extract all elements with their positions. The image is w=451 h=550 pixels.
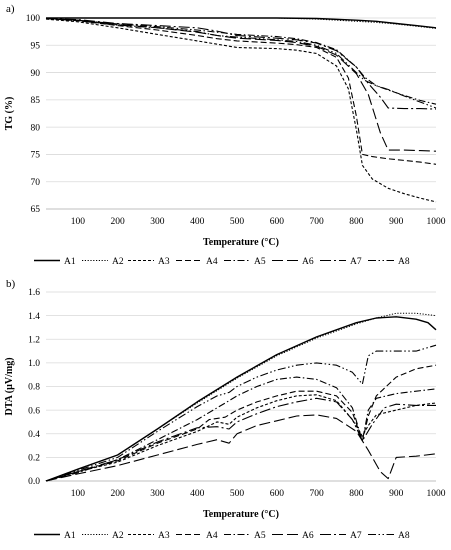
y-tick-label: 0.2 <box>28 454 40 464</box>
x-tick-label: 200 <box>111 489 126 499</box>
y-tick-label: 65 <box>31 205 41 215</box>
chart-panel-2: b) 0.0 0.2 0.4 0.6 0.8 1.0 1.2 1.4 1.6 100 200 300 40… <box>4 278 446 541</box>
series-line-a6 <box>45 414 437 482</box>
x-tick-label: 900 <box>389 489 404 499</box>
x-tick-label: 100 <box>71 217 86 227</box>
y-tick-label: 90 <box>31 69 41 79</box>
x-tick-label: 800 <box>349 217 364 227</box>
series-line-a3 <box>45 18 437 203</box>
y-tick-label: 1.6 <box>28 288 40 298</box>
x-tick-label: 300 <box>150 217 165 227</box>
x-tick-label: 200 <box>111 217 126 227</box>
x-tick-label: 700 <box>309 489 324 499</box>
x-tick-label: 700 <box>309 217 324 227</box>
legend-label: A5 <box>254 257 266 267</box>
series-line-a1 <box>45 316 437 482</box>
y-tick-label: 0.6 <box>28 406 40 416</box>
legend-label: A8 <box>398 531 410 541</box>
legend-label: A8 <box>398 257 410 267</box>
x-tick-label: 800 <box>349 489 364 499</box>
chart-panel-1: a) 65 70 75 80 85 90 95 100 100 200 300 400 500 600 700… <box>4 3 446 267</box>
series-line-a2 <box>46 17 437 29</box>
legend-label: A5 <box>254 531 266 541</box>
legend-label: A2 <box>112 257 124 267</box>
y-tick-label: 0.0 <box>28 477 40 487</box>
y-tick-label: 1.2 <box>28 335 40 345</box>
y-tick-label: 100 <box>26 14 41 24</box>
y-axis-title: TG (%) <box>4 97 15 131</box>
legend-label: A3 <box>158 257 170 267</box>
x-tick-label: 1000 <box>427 217 446 227</box>
panel-label: a) <box>6 3 15 15</box>
y-tick-label: 1.4 <box>28 312 40 322</box>
x-axis-title: Temperature (°C) <box>203 509 279 520</box>
y-tick-label: 0.8 <box>28 383 40 393</box>
series-line-a5 <box>45 17 437 105</box>
series-line-a8 <box>45 344 437 482</box>
x-tick-label: 300 <box>150 489 165 499</box>
series-line-a7 <box>45 17 437 110</box>
legend-label: A1 <box>64 257 76 267</box>
y-tick-label: 1.0 <box>28 359 40 369</box>
legend-label: A6 <box>302 531 314 541</box>
x-tick-label: 1000 <box>427 489 446 499</box>
series-line-a4 <box>45 17 437 165</box>
legend-label: A7 <box>350 257 362 267</box>
x-tick-label: 400 <box>190 217 205 227</box>
legend-label: A7 <box>350 531 362 541</box>
x-tick-label: 500 <box>230 489 245 499</box>
legend-label: A4 <box>206 257 218 267</box>
x-tick-label: 600 <box>270 489 285 499</box>
x-tick-label: 100 <box>71 489 86 499</box>
legend-label: A2 <box>112 531 124 541</box>
x-axis-title: Temperature (°C) <box>203 237 279 248</box>
legend-label: A3 <box>158 531 170 541</box>
y-axis-title: DTA (µV/mg) <box>4 357 15 415</box>
x-tick-label: 400 <box>190 489 205 499</box>
series-line-a8 <box>45 17 437 109</box>
y-tick-label: 70 <box>31 178 41 188</box>
y-tick-label: 95 <box>31 41 41 51</box>
x-tick-label: 600 <box>270 217 285 227</box>
series-line-a3 <box>45 394 437 482</box>
series-line-a7 <box>45 397 436 482</box>
x-tick-label: 900 <box>389 217 404 227</box>
y-tick-label: 75 <box>31 151 41 161</box>
legend-label: A4 <box>206 531 218 541</box>
series-line-a4 <box>45 364 437 482</box>
legend-label: A6 <box>302 257 314 267</box>
series-line-a5 <box>45 376 437 482</box>
y-tick-label: 80 <box>31 123 41 133</box>
x-tick-label: 500 <box>230 217 245 227</box>
panel-label: b) <box>6 278 16 290</box>
y-tick-label: 0.4 <box>28 430 40 440</box>
legend-label: A1 <box>64 531 76 541</box>
series-line-a2 <box>45 312 437 482</box>
y-tick-label: 85 <box>31 96 41 106</box>
series-line-a6 <box>45 17 437 152</box>
